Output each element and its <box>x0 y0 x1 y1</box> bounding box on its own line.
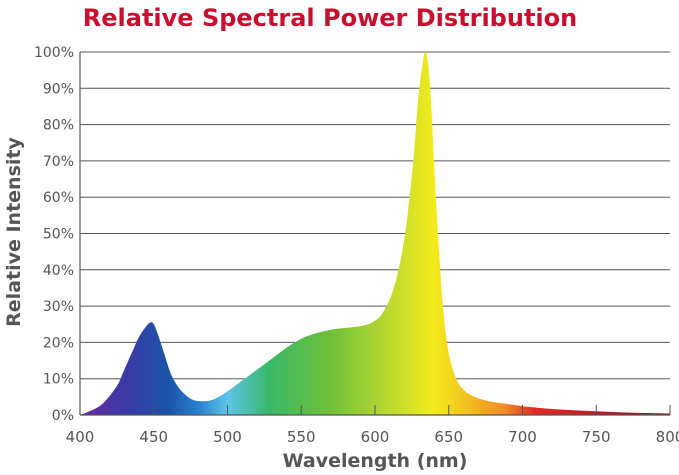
x-tick-label: 450 <box>139 428 168 446</box>
x-tick-label: 750 <box>582 428 611 446</box>
y-axis-title: Relative Intensity <box>3 137 25 327</box>
y-tick-label: 0% <box>52 408 74 424</box>
y-tick-label: 40% <box>43 263 74 279</box>
axes <box>79 52 671 416</box>
y-tick-labels: 0% 10% 20% 30% 40% 50% 60% 70% 80% 90% 100% <box>34 45 74 424</box>
gridlines <box>80 51 670 380</box>
y-tick-label: 100% <box>34 45 74 61</box>
x-tick-labels: 400 450 500 550 600 650 700 750 800 <box>66 428 679 446</box>
y-tick-label: 70% <box>43 154 74 170</box>
x-tick-label: 500 <box>213 428 242 446</box>
spectrum-area <box>80 51 670 416</box>
x-tick-label: 800 <box>656 428 679 446</box>
y-tick-label: 90% <box>43 81 74 97</box>
y-tick-label: 60% <box>43 190 74 206</box>
x-tick-label: 400 <box>66 428 95 446</box>
y-tick-label: 10% <box>43 372 74 388</box>
x-tick-label: 700 <box>508 428 537 446</box>
y-tick-label: 80% <box>43 118 74 134</box>
x-tick-label: 600 <box>361 428 390 446</box>
chart-title: Relative Spectral Power Distribution <box>83 4 577 32</box>
x-axis-title: Wavelength (nm) <box>283 450 468 472</box>
x-tick-label: 550 <box>287 428 316 446</box>
y-tick-label: 50% <box>43 227 74 243</box>
y-tick-label: 30% <box>43 299 74 315</box>
x-tick-label: 650 <box>434 428 463 446</box>
y-tick-label: 20% <box>43 335 74 351</box>
